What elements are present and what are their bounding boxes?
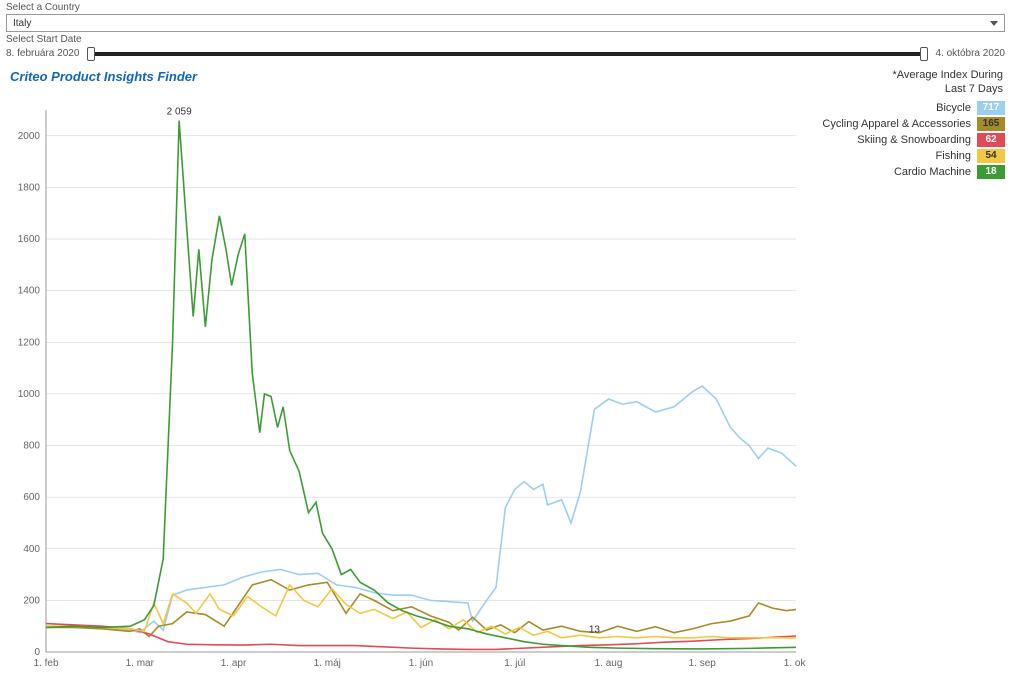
- svg-text:400: 400: [23, 544, 40, 555]
- legend-swatch: 62: [977, 133, 1005, 147]
- slider-handle-start[interactable]: [87, 47, 95, 61]
- legend-item-cycling_apparel[interactable]: Cycling Apparel & Accessories 165: [814, 117, 1005, 131]
- svg-text:1600: 1600: [18, 234, 41, 245]
- svg-text:1. máj: 1. máj: [314, 658, 341, 669]
- svg-text:1. mar: 1. mar: [126, 658, 155, 669]
- svg-text:1. júl: 1. júl: [504, 658, 525, 669]
- svg-text:0: 0: [34, 647, 40, 658]
- legend-swatch: 18: [977, 165, 1005, 179]
- legend-item-bicycle[interactable]: Bicycle 717: [814, 101, 1005, 115]
- svg-text:600: 600: [23, 492, 40, 503]
- svg-text:1. sep: 1. sep: [689, 658, 717, 669]
- legend-item-skiing[interactable]: Skiing & Snowboarding 62: [814, 133, 1005, 147]
- legend-swatch: 54: [977, 149, 1005, 163]
- series-bicycle: [46, 386, 796, 632]
- chevron-down-icon: [990, 21, 998, 26]
- country-label: Select a Country: [6, 2, 1005, 13]
- svg-text:13: 13: [589, 625, 601, 636]
- svg-text:1200: 1200: [18, 337, 41, 348]
- legend-label: Skiing & Snowboarding: [857, 134, 971, 146]
- date-slider[interactable]: [91, 52, 923, 56]
- legend-item-cardio[interactable]: Cardio Machine 18: [814, 165, 1005, 179]
- legend-label: Cardio Machine: [894, 166, 971, 178]
- svg-text:200: 200: [23, 595, 40, 606]
- svg-text:1. apr: 1. apr: [221, 658, 247, 669]
- date-label: Select Start Date: [6, 34, 1005, 45]
- series-cardio: [46, 121, 796, 649]
- date-end-text: 4. októbra 2020: [936, 48, 1006, 59]
- svg-text:2000: 2000: [18, 131, 41, 142]
- svg-text:1400: 1400: [18, 286, 41, 297]
- svg-text:1800: 1800: [18, 182, 41, 193]
- legend-swatch: 717: [977, 101, 1005, 115]
- line-chart: 0 200 400 600 800 1000 1200 1400 1600 1800 2000 1. …: [6, 86, 806, 676]
- date-start-text: 8. februára 2020: [6, 48, 79, 59]
- svg-text:2 059: 2 059: [167, 107, 192, 118]
- legend-title: *Average Index During Last 7 Days: [814, 63, 1005, 101]
- country-value: Italy: [13, 18, 31, 29]
- legend-swatch: 165: [977, 117, 1005, 131]
- svg-text:1000: 1000: [18, 389, 41, 400]
- svg-text:1. jún: 1. jún: [409, 658, 433, 669]
- svg-text:1. aug: 1. aug: [595, 658, 623, 669]
- chart-title: Criteo Product Insights Finder: [6, 63, 806, 86]
- legend-item-fishing[interactable]: Fishing 54: [814, 149, 1005, 163]
- svg-text:1. feb: 1. feb: [33, 658, 58, 669]
- svg-text:1. okt: 1. okt: [784, 658, 806, 669]
- legend-label: Bicycle: [936, 102, 971, 114]
- legend-label: Fishing: [936, 150, 971, 162]
- country-select[interactable]: Italy: [6, 14, 1005, 32]
- legend-label: Cycling Apparel & Accessories: [822, 118, 971, 130]
- svg-text:800: 800: [23, 441, 40, 452]
- slider-handle-end[interactable]: [920, 47, 928, 61]
